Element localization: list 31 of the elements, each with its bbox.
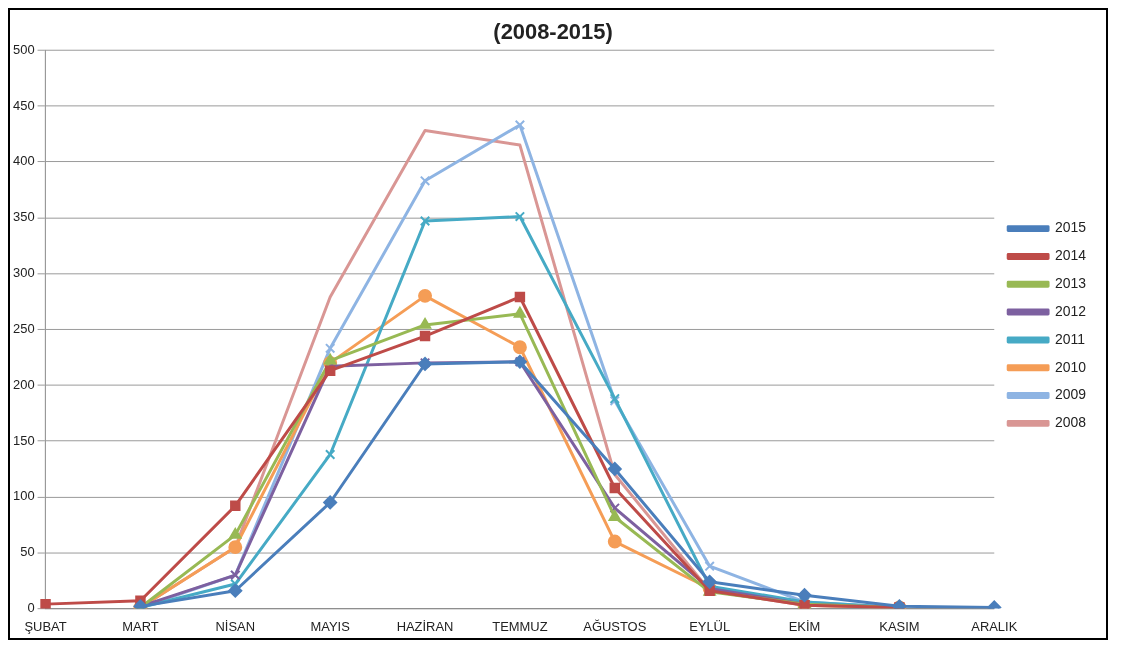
x-tick-label: ARALIK — [971, 618, 1018, 634]
y-tick-label: 450 — [13, 97, 35, 113]
y-tick-label: 400 — [13, 153, 35, 169]
legend-label: 2009 — [1055, 386, 1087, 403]
legend-label: 2010 — [1055, 358, 1087, 375]
legend-label: 2013 — [1055, 275, 1087, 292]
x-tick-label: MAYIS — [310, 618, 351, 634]
legend-label: 2012 — [1055, 302, 1087, 319]
y-tick-label: 0 — [27, 600, 35, 616]
y-tick-label: 150 — [13, 432, 35, 448]
legend-label: 2008 — [1055, 414, 1087, 431]
x-tick-label: KASIM — [879, 618, 920, 634]
x-tick-label: MART — [122, 618, 159, 634]
legend-label: 2015 — [1055, 219, 1087, 236]
x-tick-label: EKİM — [788, 618, 821, 634]
y-tick-label: 100 — [13, 488, 35, 504]
x-tick-label: ŞUBAT — [24, 618, 67, 634]
y-tick-label: 350 — [13, 209, 35, 225]
y-tick-label: 200 — [13, 376, 35, 392]
y-tick-label: 250 — [13, 320, 35, 336]
x-tick-label: AĞUSTOS — [583, 618, 647, 634]
chart-title: (2008-2015) — [493, 19, 613, 45]
legend-label: 2011 — [1055, 330, 1086, 347]
x-tick-label: NİSAN — [215, 618, 256, 634]
x-tick-label: HAZİRAN — [396, 618, 454, 634]
legend-label: 2014 — [1055, 247, 1087, 264]
y-tick-label: 50 — [20, 544, 35, 560]
y-tick-label: 300 — [13, 265, 35, 281]
x-tick-label: TEMMUZ — [492, 618, 548, 634]
x-tick-label: EYLÜL — [689, 618, 731, 634]
y-tick-label: 500 — [13, 41, 35, 57]
